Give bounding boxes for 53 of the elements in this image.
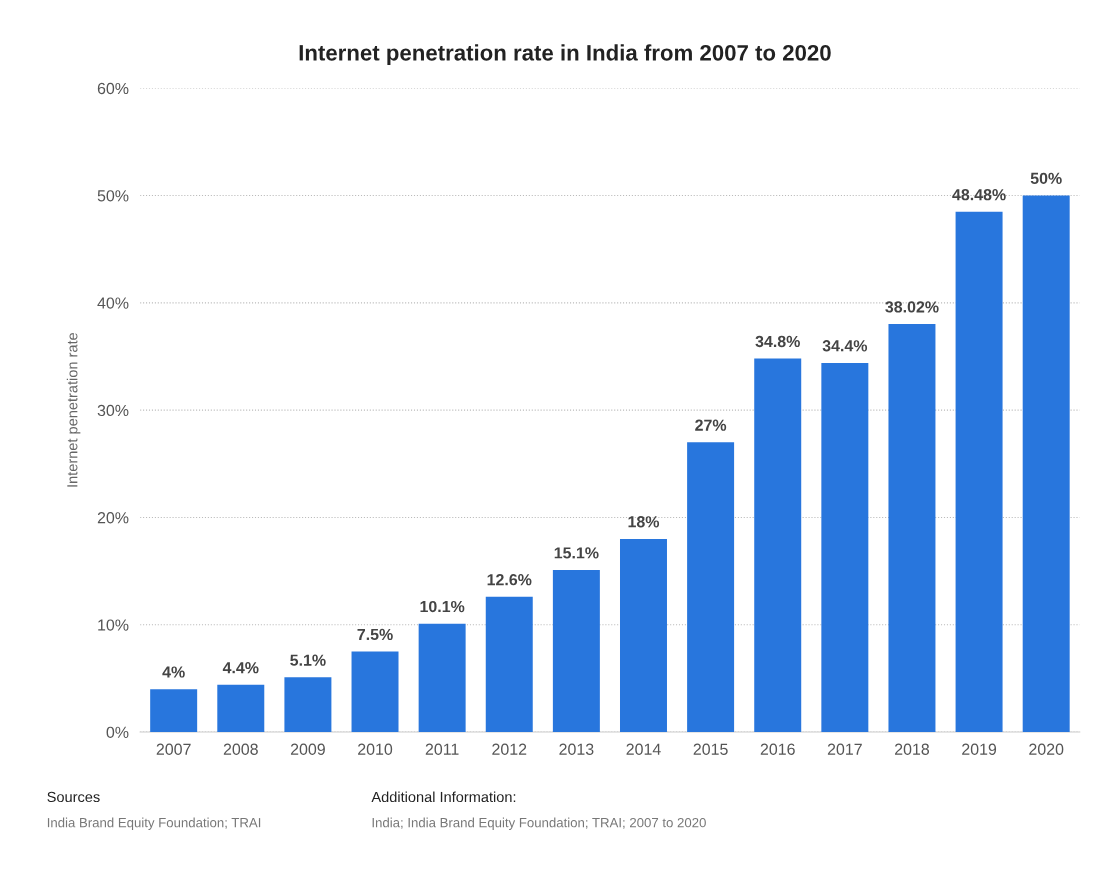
data-label: 4%	[162, 666, 185, 678]
bar	[955, 211, 1003, 733]
data-label: 34.8%	[755, 335, 800, 348]
x-tick-label: 2019	[962, 743, 997, 755]
bar	[754, 358, 802, 733]
data-label: 48.48%	[952, 189, 1006, 201]
y-tick-label: 0%	[106, 726, 129, 738]
y-tick-label: 60%	[97, 82, 129, 95]
bar	[418, 623, 466, 733]
x-tick-label: 2013	[559, 743, 594, 755]
bar	[150, 689, 198, 733]
y-tick-label: 40%	[97, 297, 129, 309]
x-tick-label: 2018	[895, 743, 930, 755]
bar	[888, 324, 936, 733]
x-tick-label: 2020	[1029, 743, 1064, 755]
bar	[284, 677, 332, 733]
bar	[687, 442, 735, 733]
data-label: 4.4%	[222, 662, 259, 674]
chart-title: Internet penetration rate in India from 2007 to 2020	[299, 44, 831, 66]
data-label: 38.02%	[885, 301, 939, 313]
data-label: 18%	[628, 516, 660, 528]
y-tick-label: 10%	[98, 619, 129, 631]
bar	[1022, 195, 1070, 733]
data-label: 27%	[695, 419, 727, 431]
bar	[485, 596, 533, 733]
y-axis-title: Internet penetration rate	[66, 332, 81, 487]
bar	[620, 538, 667, 733]
bar	[351, 651, 399, 733]
x-tick-label: 2014	[626, 743, 661, 755]
data-label: 7.5%	[357, 628, 393, 641]
source-note: Sources India Brand Equity Foundation; TRAI	[47, 791, 261, 830]
y-tick-label: 20%	[97, 512, 129, 524]
data-label: 15.1%	[554, 547, 599, 559]
x-tick-label: 2009	[290, 743, 325, 755]
bar	[217, 684, 265, 733]
x-tick-label: 2010	[358, 743, 393, 755]
data-label: 34.4%	[822, 340, 868, 352]
text: Additional Information: India; India Brand Equity Foundation; TRAI; 2007 to 2020	[371, 791, 706, 830]
x-tick-label: 2011	[425, 743, 459, 755]
x-tick-label: 2016	[760, 743, 795, 755]
x-tick-label: 2015	[693, 743, 728, 755]
bar	[821, 362, 869, 733]
y-tick-label: 50%	[97, 190, 129, 202]
data-label: 50%	[1030, 172, 1062, 185]
data-label: 12.6%	[487, 574, 532, 586]
x-tick-label: 2017	[827, 743, 862, 755]
x-tick-label: 2007	[156, 743, 191, 755]
y-tick-label: 30%	[97, 404, 129, 417]
bar	[552, 570, 600, 733]
data-label: 5.1%	[290, 654, 326, 666]
data-label: 10.1%	[420, 600, 465, 613]
x-tick-label: 2008	[223, 743, 258, 755]
x-tick-label: 2012	[492, 743, 527, 755]
